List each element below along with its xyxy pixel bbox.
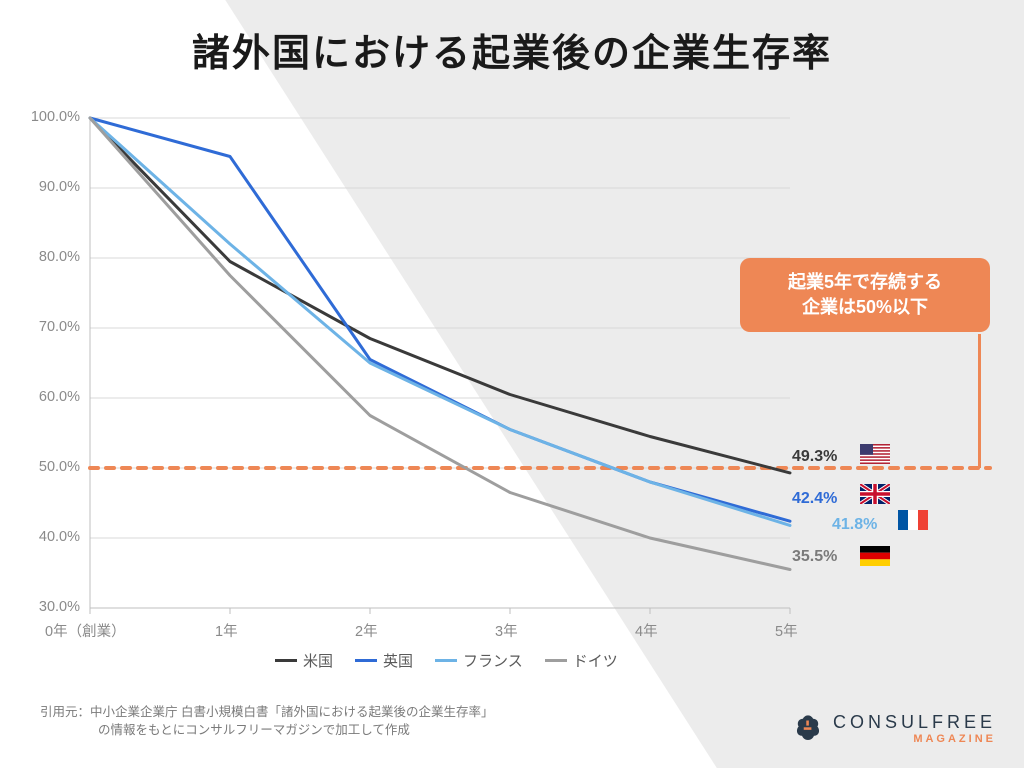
legend-swatch [275, 659, 297, 662]
x-tick-label: 1年 [215, 620, 238, 641]
legend-item-de: ドイツ [545, 650, 618, 671]
y-tick-label: 100.0% [31, 109, 80, 125]
source-line2-text: の情報をもとにコンサルフリーマガジンで加工して作成 [98, 723, 410, 737]
brand-name: CONSULFREE [833, 713, 996, 731]
end-label-de: 35.5% [792, 548, 837, 566]
legend-label: ドイツ [573, 650, 618, 671]
y-tick-label: 40.0% [39, 529, 80, 545]
annotation-line2: 企業は50%以下 [762, 295, 968, 320]
brand-logo: CONSULFREE MAGAZINE [791, 712, 996, 746]
brand-subtitle: MAGAZINE [833, 733, 996, 745]
source-line1: 引用元：中小企業企業庁 白書小規模白書「諸外国における起業後の企業生存率」 [40, 703, 493, 722]
legend-label: 英国 [383, 650, 413, 671]
x-tick-label: 2年 [355, 620, 378, 641]
legend-item-uk: 英国 [355, 650, 413, 671]
x-tick-label: 5年 [775, 620, 798, 641]
x-tick-label: 3年 [495, 620, 518, 641]
legend-item-us: 米国 [275, 650, 333, 671]
legend-swatch [435, 659, 457, 662]
y-tick-label: 60.0% [39, 389, 80, 405]
end-label-fr: 41.8% [832, 516, 877, 534]
legend-swatch [545, 659, 567, 662]
y-tick-label: 50.0% [39, 459, 80, 475]
annotation-leader-line [978, 334, 981, 468]
source-citation: 引用元：中小企業企業庁 白書小規模白書「諸外国における起業後の企業生存率」 の情… [40, 703, 493, 741]
y-tick-label: 80.0% [39, 249, 80, 265]
annotation-callout: 起業5年で存続する 企業は50%以下 [740, 258, 990, 332]
legend-label: フランス [463, 650, 523, 671]
y-tick-label: 90.0% [39, 179, 80, 195]
end-label-uk: 42.4% [792, 490, 837, 508]
annotation-line1: 起業5年で存続する [762, 270, 968, 295]
brain-icon [791, 712, 825, 746]
x-tick-label: 0年（創業） [45, 620, 126, 641]
y-tick-label: 70.0% [39, 319, 80, 335]
source-line2: の情報をもとにコンサルフリーマガジンで加工して作成 [40, 721, 493, 740]
legend-item-fr: フランス [435, 650, 523, 671]
legend-swatch [355, 659, 377, 662]
x-tick-label: 4年 [635, 620, 658, 641]
chart-legend: 米国 英国 フランス ドイツ [275, 650, 618, 671]
legend-label: 米国 [303, 650, 333, 671]
y-tick-label: 30.0% [39, 599, 80, 615]
end-label-us: 49.3% [792, 448, 837, 466]
